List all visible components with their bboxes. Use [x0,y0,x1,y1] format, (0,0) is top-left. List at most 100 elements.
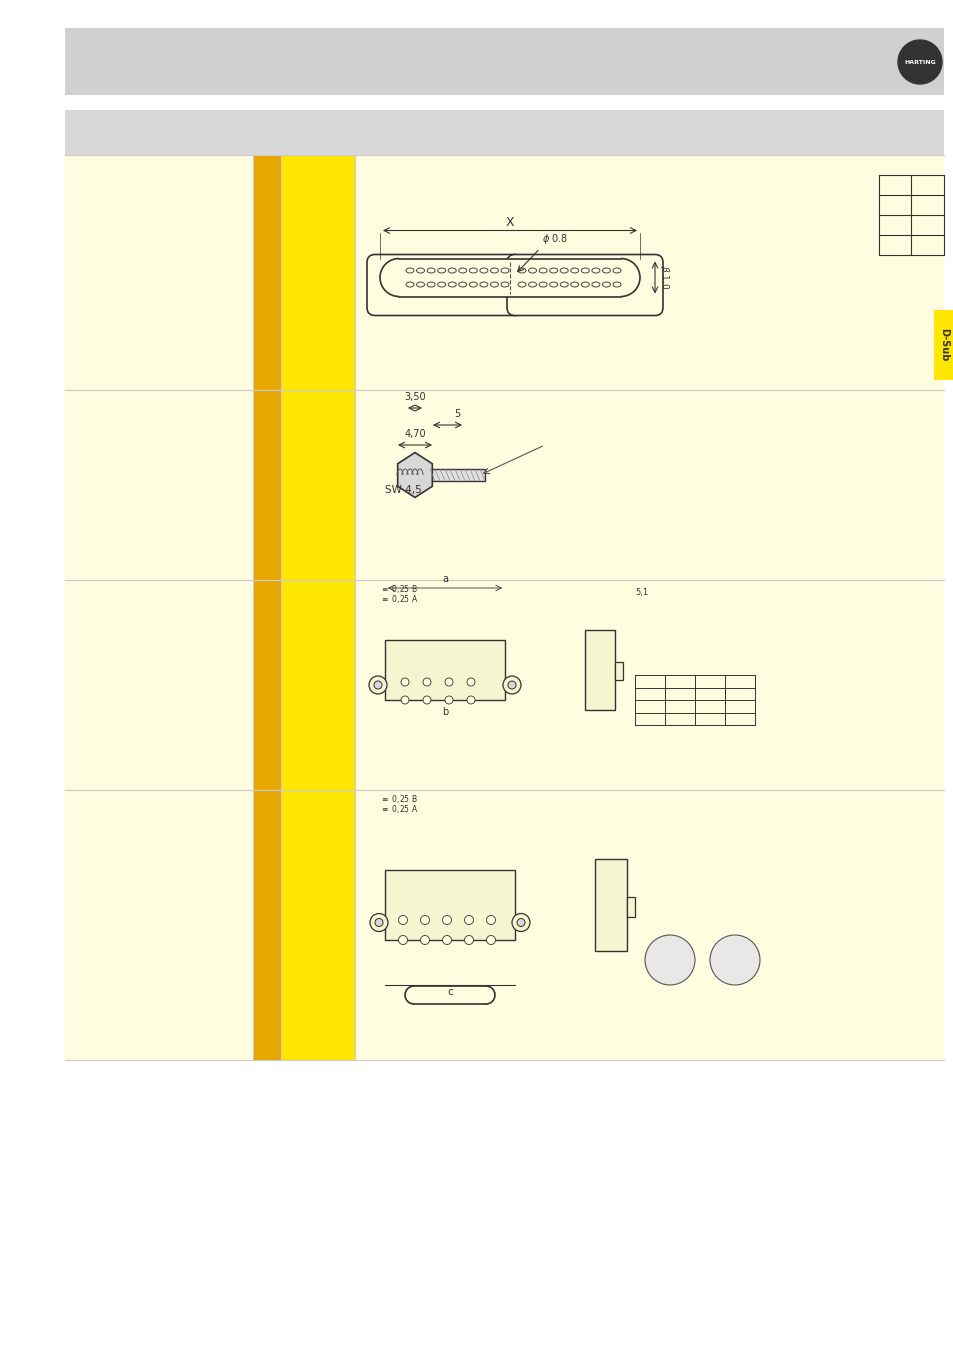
Text: $\equiv$ 0,25 B: $\equiv$ 0,25 B [379,583,417,595]
Ellipse shape [528,269,536,273]
Circle shape [400,678,409,686]
Text: b: b [441,707,448,717]
Circle shape [444,678,453,686]
Bar [398,258,620,297]
Ellipse shape [613,282,620,288]
Circle shape [398,936,407,945]
Circle shape [517,918,524,926]
Circle shape [422,697,431,703]
Ellipse shape [528,282,536,288]
Ellipse shape [490,269,497,273]
FancyBboxPatch shape [506,255,662,316]
Circle shape [420,936,429,945]
Ellipse shape [591,269,599,273]
Ellipse shape [416,282,424,288]
Circle shape [897,40,941,84]
Circle shape [512,914,530,931]
Bar [281,155,355,390]
Ellipse shape [458,269,466,273]
Text: 4,70: 4,70 [404,429,425,439]
Text: $\beta$ 1,0: $\beta$ 1,0 [658,266,670,290]
Circle shape [374,680,381,688]
Circle shape [644,936,695,986]
Text: $\phi$ 0.8: $\phi$ 0.8 [541,231,567,246]
Ellipse shape [570,282,578,288]
Ellipse shape [479,282,487,288]
Ellipse shape [490,282,497,288]
Bar [65,390,943,580]
FancyBboxPatch shape [367,255,522,316]
Circle shape [442,936,451,945]
Circle shape [467,697,475,703]
Ellipse shape [500,282,509,288]
Bar [584,630,615,710]
Circle shape [464,915,473,925]
Bar [253,390,281,580]
Ellipse shape [601,269,610,273]
Bar [281,580,355,790]
Bar [595,859,626,950]
Ellipse shape [481,986,490,1004]
Bar [430,468,484,481]
Text: 5,1: 5,1 [635,589,647,597]
Ellipse shape [458,282,466,288]
Text: 5: 5 [454,409,460,418]
Circle shape [375,918,382,926]
Circle shape [442,915,451,925]
Bar [385,640,504,701]
Ellipse shape [538,269,546,273]
Ellipse shape [517,269,525,273]
Ellipse shape [427,282,435,288]
Bar [65,580,943,790]
Bar [65,790,943,1060]
Text: a: a [441,574,448,585]
Bar [626,896,635,917]
Circle shape [420,915,429,925]
Circle shape [444,697,453,703]
Ellipse shape [437,269,445,273]
Ellipse shape [580,282,589,288]
Ellipse shape [437,282,445,288]
Text: $\equiv$ 0,25 B: $\equiv$ 0,25 B [379,792,417,805]
Circle shape [422,678,431,686]
Circle shape [400,697,409,703]
Text: HARTING: HARTING [903,59,935,65]
Text: 3,50: 3,50 [404,392,425,402]
Bar [933,310,953,379]
Ellipse shape [469,282,476,288]
Polygon shape [397,452,432,498]
Bar [65,28,943,94]
Text: c: c [447,987,453,998]
Ellipse shape [427,269,435,273]
Bar [253,790,281,1060]
Ellipse shape [538,282,546,288]
Circle shape [467,678,475,686]
Ellipse shape [549,282,558,288]
Circle shape [370,914,388,931]
Ellipse shape [409,986,418,1004]
Bar [414,986,485,1004]
Ellipse shape [517,282,525,288]
Bar [65,155,943,390]
Circle shape [398,915,407,925]
Text: X: X [505,216,514,228]
Bar [281,790,355,1060]
Bar [385,869,515,940]
Ellipse shape [601,282,610,288]
Circle shape [502,676,520,694]
Circle shape [464,936,473,945]
Ellipse shape [500,269,509,273]
Circle shape [486,915,495,925]
Ellipse shape [580,269,589,273]
Ellipse shape [469,269,476,273]
Ellipse shape [416,269,424,273]
Bar [253,580,281,790]
Ellipse shape [479,269,487,273]
Bar [253,155,281,390]
Text: $\equiv$ 0,25 A: $\equiv$ 0,25 A [379,593,418,605]
Ellipse shape [389,258,408,297]
Ellipse shape [559,269,568,273]
Circle shape [507,680,516,688]
Bar [615,662,622,680]
Circle shape [709,936,760,986]
